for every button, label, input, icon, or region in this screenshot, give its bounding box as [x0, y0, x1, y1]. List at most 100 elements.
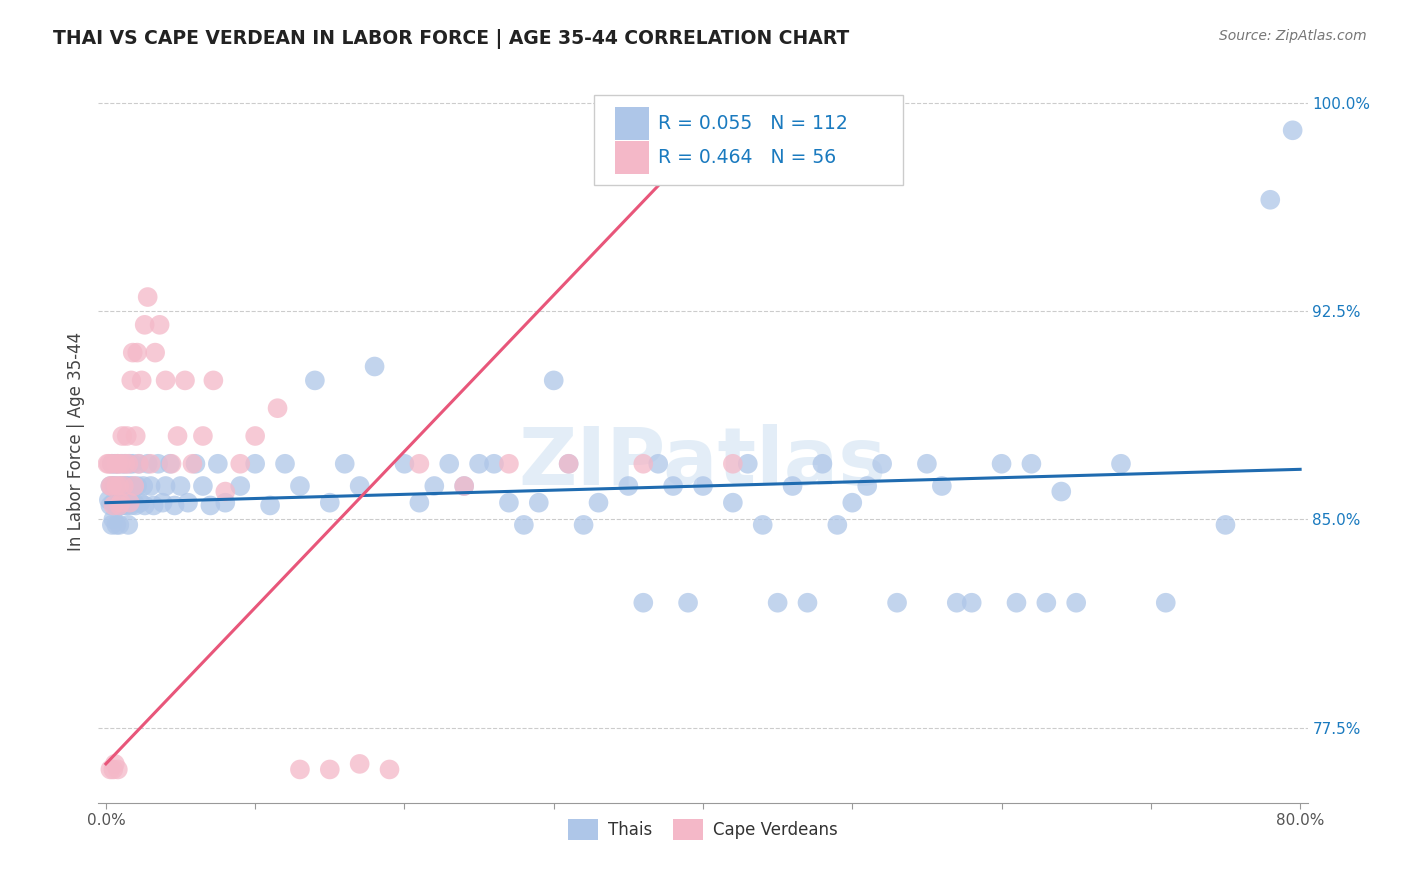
Point [104, 457, 127, 471]
Point [363, 359, 385, 374]
Text: R = 0.055   N = 112: R = 0.055 N = 112 [658, 114, 848, 133]
Point [103, 763, 125, 777]
Point [115, 479, 138, 493]
Point [1109, 457, 1132, 471]
Point [259, 499, 281, 513]
Point [1021, 457, 1043, 471]
Point [1035, 596, 1057, 610]
Point [155, 373, 177, 387]
Point [181, 457, 204, 471]
Point [319, 496, 342, 510]
Point [349, 756, 371, 771]
Point [782, 479, 804, 493]
Point [118, 496, 141, 510]
Point [114, 457, 136, 471]
Point [647, 457, 669, 471]
Point [98, 479, 121, 493]
Point [101, 457, 124, 471]
Point [117, 517, 139, 532]
Point [527, 496, 550, 510]
Point [191, 429, 214, 443]
Point [721, 496, 744, 510]
Point [114, 479, 136, 493]
Point [288, 479, 311, 493]
Point [543, 373, 565, 387]
Point [751, 517, 773, 532]
Point [572, 517, 595, 532]
Point [111, 429, 134, 443]
Point [721, 457, 744, 471]
Point [98, 499, 121, 513]
Point [214, 484, 236, 499]
Point [184, 457, 207, 471]
Point [107, 496, 129, 510]
Point [214, 496, 236, 510]
Point [439, 457, 461, 471]
Point [121, 345, 143, 359]
Point [117, 496, 139, 510]
Point [98, 479, 121, 493]
Legend: Thais, Cape Verdeans: Thais, Cape Verdeans [562, 813, 844, 847]
Point [121, 479, 143, 493]
Point [122, 479, 145, 493]
Point [127, 345, 149, 359]
Point [149, 318, 172, 332]
Point [97, 492, 120, 507]
Point [229, 457, 252, 471]
Point [796, 596, 818, 610]
Point [163, 499, 186, 513]
Point [945, 596, 967, 610]
Point [132, 479, 155, 493]
Point [125, 429, 148, 443]
Text: THAI VS CAPE VERDEAN IN LABOR FORCE | AGE 35-44 CORRELATION CHART: THAI VS CAPE VERDEAN IN LABOR FORCE | AG… [53, 29, 849, 48]
Point [110, 499, 132, 513]
Point [349, 479, 371, 493]
Point [152, 496, 174, 510]
Point [229, 479, 252, 493]
Point [159, 457, 181, 471]
Point [120, 373, 142, 387]
Point [107, 457, 129, 471]
Point [557, 457, 579, 471]
Point [498, 496, 520, 510]
Point [118, 457, 141, 471]
Point [136, 290, 159, 304]
Point [870, 457, 893, 471]
Point [103, 499, 125, 513]
Point [129, 496, 152, 510]
Point [177, 496, 200, 510]
FancyBboxPatch shape [595, 95, 903, 185]
Point [960, 596, 983, 610]
Point [139, 457, 162, 471]
Point [103, 496, 125, 510]
Point [110, 496, 132, 510]
Point [107, 457, 129, 471]
Point [174, 373, 197, 387]
Point [588, 496, 610, 510]
Point [482, 457, 505, 471]
Point [692, 479, 714, 493]
Point [155, 479, 177, 493]
Point [111, 479, 134, 493]
Point [1215, 517, 1237, 532]
Point [243, 457, 266, 471]
Point [453, 479, 475, 493]
Point [288, 763, 311, 777]
Point [766, 596, 789, 610]
Point [1258, 193, 1281, 207]
Point [617, 479, 640, 493]
Point [117, 457, 139, 471]
Point [169, 479, 191, 493]
Point [103, 479, 125, 493]
Point [118, 479, 141, 493]
Point [207, 457, 229, 471]
Point [274, 457, 297, 471]
Point [105, 499, 128, 513]
Point [378, 763, 401, 777]
Point [114, 457, 136, 471]
Point [108, 499, 131, 513]
Point [107, 763, 129, 777]
Point [200, 499, 222, 513]
Point [98, 763, 121, 777]
Point [139, 479, 162, 493]
